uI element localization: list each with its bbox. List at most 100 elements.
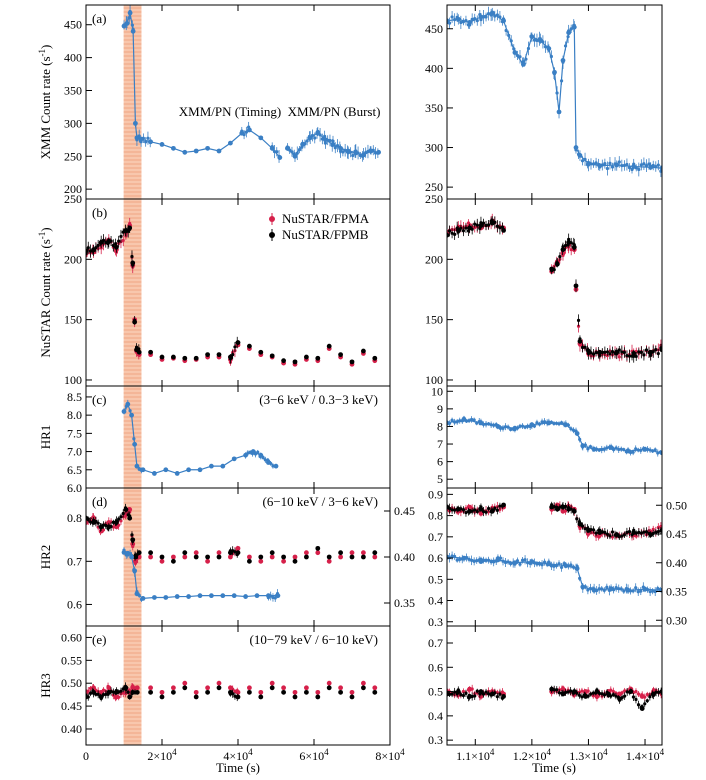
data-point: [651, 449, 655, 453]
data-point: [464, 511, 468, 515]
data-point: [573, 145, 579, 150]
data-point: [495, 695, 499, 699]
data-point: [620, 534, 624, 538]
y-tick-label: 0.9: [428, 487, 443, 501]
y-tick-label: 0.60: [61, 630, 82, 644]
data-point: [134, 685, 140, 691]
data-point: [328, 138, 332, 143]
data-point: [114, 244, 119, 250]
data-point: [489, 10, 495, 16]
data-point: [148, 349, 154, 355]
data-point: [132, 437, 136, 441]
data-point: [478, 14, 484, 20]
data-point: [501, 502, 506, 508]
data-point: [228, 354, 233, 360]
data-point: [461, 508, 466, 512]
data-point: [617, 355, 621, 359]
data-point: [152, 471, 157, 476]
data-point: [247, 689, 252, 695]
data-point: [571, 24, 577, 30]
data-point: [140, 467, 146, 473]
data-point: [467, 20, 473, 25]
data-point: [174, 471, 180, 476]
data-point: [560, 691, 566, 697]
data-point: [610, 530, 615, 534]
data-point: [651, 527, 655, 531]
data-point: [254, 593, 260, 599]
data-point: [605, 350, 610, 354]
data-point: [470, 17, 474, 21]
data-point: [509, 39, 513, 43]
data-point: [266, 593, 271, 599]
data-point: [304, 689, 309, 695]
y2-tick-label: 0.30: [666, 613, 687, 627]
data-point: [637, 530, 641, 534]
data-point: [315, 355, 321, 361]
data-point: [478, 689, 484, 694]
data-point: [473, 508, 477, 512]
panel-tag: (d): [92, 494, 107, 509]
data-point: [205, 352, 211, 358]
data-point: [639, 589, 643, 593]
data-point: [623, 689, 627, 693]
data-point: [648, 349, 654, 355]
y-tick-label: 450: [64, 18, 82, 32]
series-nustar-fpmb: [447, 685, 662, 711]
data-point: [529, 422, 535, 428]
data-point: [133, 554, 138, 560]
data-point: [124, 21, 130, 26]
y-tick-label: 0.55: [61, 653, 82, 667]
data-point: [228, 140, 233, 146]
y-tick-label: 350: [425, 101, 443, 115]
data-point: [656, 163, 660, 167]
data-point: [127, 694, 133, 700]
data-point: [163, 595, 169, 600]
data-point: [475, 421, 479, 425]
annotation-energy-ratio: (10−79 keV / 6−10 keV): [249, 632, 378, 647]
y-tick-label: 250: [425, 180, 443, 194]
y2-tick-label: 0.45: [666, 527, 687, 541]
data-point: [119, 515, 123, 519]
data-point: [486, 510, 491, 514]
data-point: [648, 590, 652, 594]
data-point: [258, 452, 264, 458]
data-point: [614, 532, 620, 538]
data-point: [583, 157, 587, 161]
data-point: [315, 689, 321, 695]
data-point: [529, 559, 535, 564]
series-nustar-fpmb: [86, 503, 378, 564]
data-point: [610, 535, 615, 539]
data-point: [586, 160, 591, 166]
data-point: [86, 694, 89, 700]
data-point: [256, 450, 260, 454]
data-point: [269, 554, 275, 560]
data-point: [586, 348, 591, 354]
data-point: [338, 554, 343, 560]
data-point: [637, 167, 641, 172]
right-data: [447, 213, 662, 363]
y-tick-label: 0.3: [428, 615, 443, 629]
data-point: [96, 692, 100, 696]
data-point: [326, 685, 332, 691]
data-point: [617, 587, 621, 591]
data-point: [216, 550, 222, 556]
data-point: [605, 691, 611, 697]
data-point: [269, 145, 275, 151]
data-point: [281, 358, 286, 364]
data-point: [228, 550, 233, 556]
data-point: [231, 456, 237, 462]
data-point: [556, 109, 562, 115]
y-tick-label: 250: [425, 192, 443, 206]
data-point: [563, 563, 569, 569]
data-point: [473, 16, 477, 21]
series-line: [123, 12, 281, 158]
data-point: [281, 558, 286, 564]
data-point: [450, 418, 454, 422]
data-point: [269, 353, 275, 359]
series-xmm-pn: [447, 551, 662, 597]
data-point: [478, 223, 484, 228]
data-point: [586, 447, 590, 451]
data-point: [258, 554, 264, 560]
right-plot-frame: [446, 625, 663, 746]
